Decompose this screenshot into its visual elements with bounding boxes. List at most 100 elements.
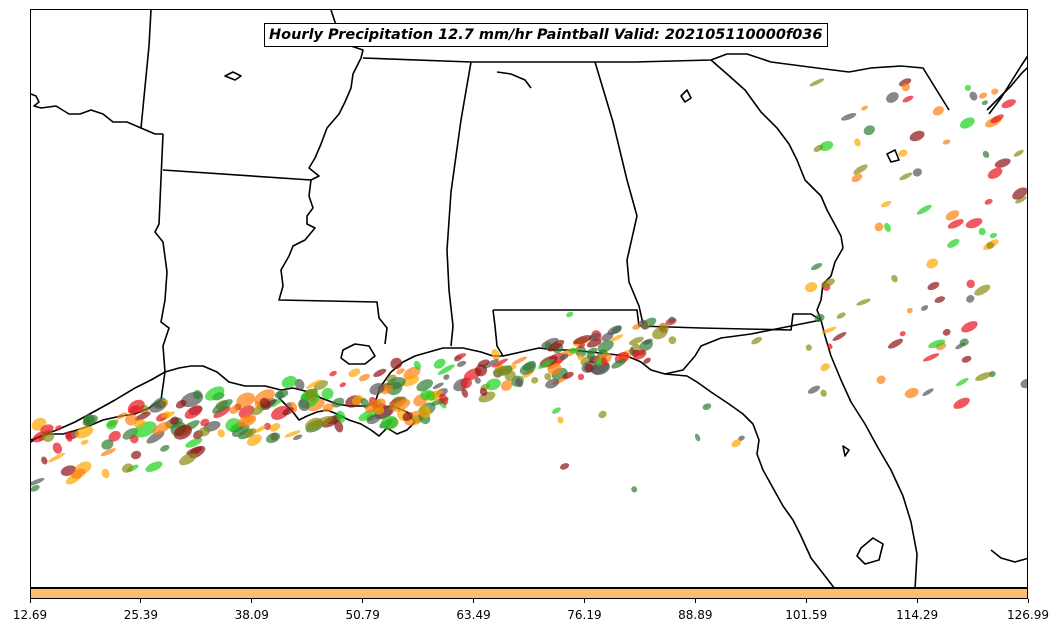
precip-blob (456, 360, 467, 367)
precip-blob (474, 364, 488, 377)
precip-blob (246, 434, 262, 447)
precip-blob (413, 360, 421, 370)
boundary-nc-sc (848, 65, 950, 111)
colorbar-tick (916, 599, 918, 603)
precip-blob (928, 339, 946, 349)
precip-blob (643, 338, 653, 345)
precip-blob (298, 398, 310, 412)
precip-blob (339, 382, 346, 388)
precip-blob (237, 414, 257, 428)
precip-blob (986, 242, 995, 249)
precip-blob (522, 360, 536, 371)
precip-blob (322, 403, 334, 413)
precip-blob (31, 484, 40, 492)
precip-blob (198, 426, 211, 437)
precip-blob (390, 357, 403, 370)
precip-blob (420, 390, 431, 401)
island-ms-1 (224, 71, 242, 81)
precip-blob (921, 305, 929, 311)
boundary-ok-ar (31, 93, 163, 135)
precip-blob (184, 405, 203, 419)
boundary-al-fl (493, 309, 822, 331)
precip-blob (255, 425, 267, 433)
boundary-ms-river (278, 179, 388, 345)
precip-blob (282, 407, 294, 416)
boundary-ga-sc (710, 59, 844, 249)
precip-blob (108, 430, 121, 442)
precip-blob (922, 353, 940, 362)
precip-blob (731, 439, 742, 448)
precip-blob (329, 370, 337, 377)
precip-blob (588, 332, 601, 342)
precip-blob (880, 200, 892, 208)
precip-blob (83, 414, 95, 426)
precip-blob (173, 424, 192, 440)
precip-blob (961, 355, 972, 363)
precip-blob (134, 419, 146, 429)
colorbar-tick (694, 599, 696, 603)
precip-blob (639, 319, 649, 330)
precip-blob (821, 278, 836, 288)
precip-blob (994, 158, 1011, 168)
precip-blob (811, 263, 823, 271)
precip-blob (170, 416, 179, 425)
colorbar-tick-label: 38.09 (234, 608, 269, 622)
precip-blob (601, 357, 608, 366)
precip-blob (578, 343, 586, 349)
precip-blob (990, 114, 1004, 124)
precip-blob (491, 358, 509, 368)
precip-blob (266, 432, 281, 444)
precip-blob (284, 430, 301, 438)
precip-blob (577, 354, 584, 361)
precip-blob (989, 232, 997, 239)
precip-blob (562, 371, 574, 379)
island-fl-keys (990, 549, 1027, 563)
precip-blob (433, 358, 446, 369)
precip-blob (557, 416, 564, 424)
precip-blob (934, 296, 946, 303)
precip-blob (544, 372, 552, 381)
precip-blob (953, 397, 970, 409)
boundary-nc-va (988, 55, 1027, 115)
precip-blob (145, 461, 163, 473)
precip-blob (597, 340, 614, 353)
precip-blob (702, 403, 712, 410)
precip-blob (100, 448, 116, 457)
precip-blob (359, 373, 370, 382)
precip-blob (820, 389, 827, 397)
precip-blob (236, 392, 256, 408)
precip-blob (805, 282, 818, 293)
precip-blob (884, 222, 891, 232)
colorbar-tick (251, 599, 253, 603)
precip-blob (504, 370, 516, 382)
precip-blob (863, 125, 875, 136)
precip-blob (984, 198, 993, 205)
lake-ponchartrain (340, 343, 376, 365)
precip-blob (205, 386, 225, 401)
precip-blob (611, 358, 627, 369)
precip-blob (479, 387, 488, 396)
precip-blob (965, 218, 983, 229)
precip-blob (369, 383, 385, 395)
precip-blob (901, 82, 910, 92)
precip-blob (631, 486, 638, 493)
precip-blob (437, 364, 455, 375)
precip-blob (898, 149, 908, 157)
precip-blob (212, 399, 233, 414)
precip-map (31, 10, 1027, 587)
precip-blob (633, 349, 647, 360)
colorbar-tick-label: 12.69 (12, 608, 48, 622)
precip-blob (1020, 378, 1027, 389)
precip-blob (217, 428, 225, 438)
precip-blob (396, 368, 405, 375)
precip-blob (959, 338, 969, 347)
precip-blob (474, 377, 481, 384)
precip-blob (130, 435, 139, 444)
boundary-ar-west (31, 133, 170, 443)
precip-blob (979, 92, 988, 99)
precip-blob (668, 316, 676, 324)
precip-blob (942, 328, 951, 336)
precip-blob (281, 376, 297, 388)
colorbar-tick (362, 599, 364, 603)
precip-blob (902, 95, 914, 103)
